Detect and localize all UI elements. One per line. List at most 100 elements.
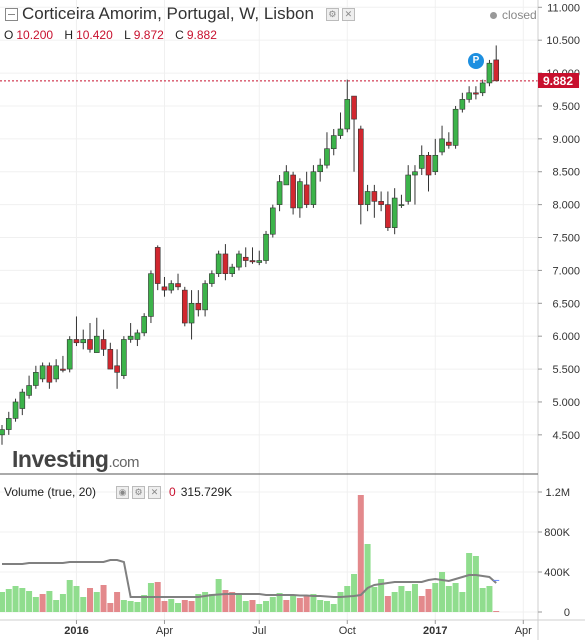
candle (452, 105, 459, 149)
volume-bar (46, 591, 53, 612)
volume-axis[interactable]: 0 400K 800K 1.2M (538, 487, 571, 619)
ohlc-open-key: O (4, 28, 14, 42)
price-tick-label: 7.000 (552, 265, 580, 277)
volume-bar (371, 587, 378, 612)
status-dot-icon (490, 11, 497, 19)
collapse-icon[interactable] (5, 7, 18, 21)
candle (432, 138, 439, 176)
volume-bar (296, 598, 303, 612)
logo-domain: .com (108, 454, 139, 471)
volume-bar (208, 594, 215, 612)
candle (398, 194, 405, 208)
volume-bar (181, 600, 188, 612)
time-tick-label: Jul (252, 625, 266, 637)
market-status-text: closed (502, 8, 537, 22)
candle-body (337, 128, 344, 136)
candle-body (486, 62, 493, 84)
last-price-badge: 9.882 (538, 73, 579, 88)
grid-lines (0, 0, 538, 620)
candle-body (459, 99, 466, 110)
candle (242, 247, 249, 268)
candle-body (195, 302, 202, 311)
time-axis[interactable]: 2016 Apr Jul Oct 2017 Apr (64, 620, 532, 637)
ohlc-low-key: L (124, 28, 131, 42)
event-marker-icon[interactable]: P (468, 53, 484, 69)
candle-body (26, 385, 32, 396)
candle-body (412, 171, 418, 176)
volume-bar (310, 594, 317, 612)
ohlc-high-value: 10.420 (76, 28, 113, 42)
candle (405, 165, 412, 205)
candle (202, 280, 208, 317)
candle (364, 184, 371, 212)
volume-bar (127, 601, 134, 612)
candle-body (446, 141, 452, 146)
candle (358, 125, 364, 225)
volume-bar (73, 586, 80, 612)
volume-tick-label: 0 (564, 607, 570, 619)
volume-tick-label: 1.2M (546, 487, 570, 499)
candle-body (493, 59, 500, 82)
candle-body (39, 365, 46, 380)
volume-bar (269, 597, 276, 612)
visibility-icon[interactable]: ◉ (116, 485, 130, 499)
candle (222, 244, 229, 281)
volume-bar (418, 596, 425, 612)
candle-body (439, 138, 445, 153)
candle (127, 323, 134, 343)
candle-body (60, 368, 66, 371)
candle-body (175, 283, 181, 288)
candle (330, 128, 337, 156)
volume-bar (161, 601, 168, 612)
volume-bar (276, 593, 283, 612)
candle-body (418, 154, 425, 169)
volume-bar (479, 588, 486, 612)
candle-body (452, 108, 459, 146)
volume-legend-value: 315.729K (180, 485, 233, 499)
price-tick-label: 6.500 (552, 298, 580, 310)
candle-body (297, 181, 303, 209)
volume-bar (323, 601, 330, 612)
volume-bar (195, 594, 202, 612)
candle-body (73, 339, 80, 344)
candle-body (263, 233, 269, 261)
price-tick-label: 11.000 (547, 2, 580, 14)
investing-logo: Investing.com (12, 446, 139, 473)
candle (5, 411, 12, 435)
candle (263, 230, 269, 264)
candle-body (290, 174, 296, 209)
candle-body (87, 339, 93, 350)
candle-body (215, 253, 222, 274)
candle (229, 263, 235, 277)
last-price-label: 9.882 (543, 74, 573, 88)
ohlc-open-value: 10.200 (16, 28, 54, 42)
candle (195, 290, 202, 317)
ohlc-high-key: H (64, 28, 74, 42)
candle-body (53, 365, 59, 380)
volume-bar (5, 589, 12, 612)
candle-body (188, 302, 195, 324)
price-axis[interactable]: 4.500 5.000 5.500 6.000 6.500 7.000 7.500 8.000… (538, 2, 580, 442)
candle-body (154, 247, 161, 284)
candle (188, 290, 195, 340)
candlestick-series (0, 45, 500, 445)
volume-bar (330, 604, 337, 612)
volume-bar (303, 595, 310, 612)
volume-bar (405, 591, 412, 612)
volume-legend: Volume (true, 20) ◉ ⚙ ✕ 0 315.729K (4, 485, 232, 499)
candle-body (209, 273, 215, 284)
volume-bar (256, 604, 263, 612)
volume-moving-average-line (2, 559, 497, 598)
candle-body (242, 256, 249, 261)
close-icon[interactable]: ✕ (148, 485, 162, 499)
candle-body (12, 401, 19, 419)
close-icon[interactable]: ✕ (341, 7, 355, 21)
settings-icon[interactable]: ⚙ (132, 485, 146, 499)
settings-icon[interactable]: ⚙ (325, 7, 339, 21)
candle-body (229, 266, 235, 274)
volume-bar (357, 495, 364, 612)
candle-body (80, 339, 87, 344)
time-tick-label: Apr (156, 625, 173, 637)
candle (310, 165, 317, 208)
